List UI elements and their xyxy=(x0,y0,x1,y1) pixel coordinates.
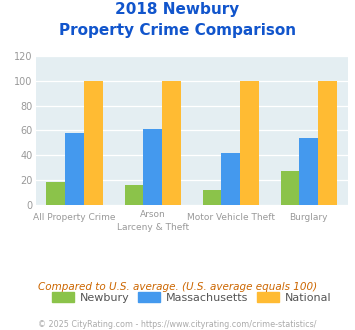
Bar xyxy=(318,81,337,205)
Text: Larceny & Theft: Larceny & Theft xyxy=(116,223,189,232)
Text: Motor Vehicle Theft: Motor Vehicle Theft xyxy=(187,213,275,222)
Text: Property Crime Comparison: Property Crime Comparison xyxy=(59,23,296,38)
Bar xyxy=(222,152,240,205)
Text: 2018 Newbury: 2018 Newbury xyxy=(115,2,240,16)
Bar xyxy=(281,171,300,205)
Text: All Property Crime: All Property Crime xyxy=(33,213,116,222)
Bar xyxy=(240,81,259,205)
Text: Arson: Arson xyxy=(140,210,165,218)
Text: Compared to U.S. average. (U.S. average equals 100): Compared to U.S. average. (U.S. average … xyxy=(38,282,317,292)
Bar xyxy=(162,81,181,205)
Bar xyxy=(65,133,84,205)
Bar xyxy=(47,182,65,205)
Bar xyxy=(143,129,162,205)
Text: Burglary: Burglary xyxy=(290,213,328,222)
Text: © 2025 CityRating.com - https://www.cityrating.com/crime-statistics/: © 2025 CityRating.com - https://www.city… xyxy=(38,320,317,329)
Bar xyxy=(300,138,318,205)
Bar xyxy=(84,81,103,205)
Legend: Newbury, Massachusetts, National: Newbury, Massachusetts, National xyxy=(47,287,336,307)
Bar xyxy=(125,185,143,205)
Bar xyxy=(203,190,222,205)
